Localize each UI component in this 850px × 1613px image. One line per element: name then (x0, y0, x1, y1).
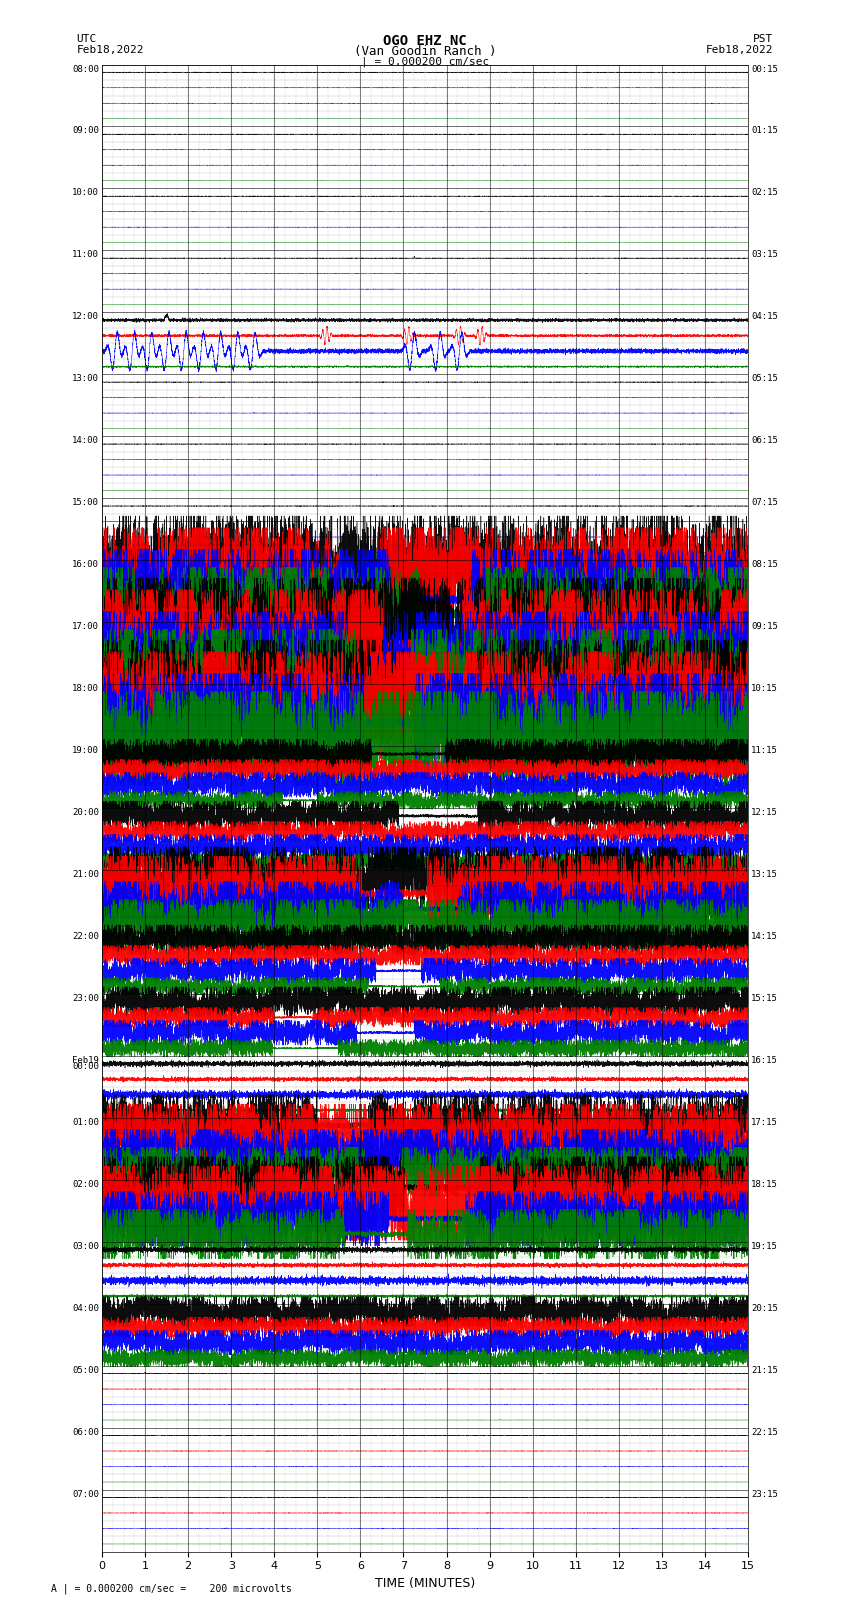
Text: OGO EHZ NC: OGO EHZ NC (383, 34, 467, 48)
Text: 05:00: 05:00 (72, 1366, 99, 1374)
Text: 13:15: 13:15 (751, 869, 778, 879)
Text: 16:15: 16:15 (751, 1057, 778, 1065)
Text: 09:00: 09:00 (72, 126, 99, 135)
Text: 19:00: 19:00 (72, 747, 99, 755)
Text: 18:15: 18:15 (751, 1181, 778, 1189)
Text: 10:15: 10:15 (751, 684, 778, 694)
Text: 06:00: 06:00 (72, 1428, 99, 1437)
Text: 21:00: 21:00 (72, 869, 99, 879)
Text: 20:00: 20:00 (72, 808, 99, 818)
Text: 00:15: 00:15 (751, 65, 778, 74)
Text: Feb18,2022: Feb18,2022 (706, 45, 774, 55)
Text: 14:15: 14:15 (751, 932, 778, 940)
Text: 04:15: 04:15 (751, 313, 778, 321)
Text: 01:15: 01:15 (751, 126, 778, 135)
Text: | = 0.000200 cm/sec: | = 0.000200 cm/sec (361, 56, 489, 68)
Text: 06:15: 06:15 (751, 436, 778, 445)
Text: 04:00: 04:00 (72, 1303, 99, 1313)
Text: 07:15: 07:15 (751, 498, 778, 506)
Text: 02:00: 02:00 (72, 1181, 99, 1189)
Text: 03:15: 03:15 (751, 250, 778, 260)
X-axis label: TIME (MINUTES): TIME (MINUTES) (375, 1578, 475, 1590)
Text: 22:15: 22:15 (751, 1428, 778, 1437)
Text: 12:15: 12:15 (751, 808, 778, 818)
Text: 22:00: 22:00 (72, 932, 99, 940)
Text: 07:00: 07:00 (72, 1490, 99, 1498)
Text: 11:15: 11:15 (751, 747, 778, 755)
Text: UTC: UTC (76, 34, 97, 44)
Text: 02:15: 02:15 (751, 189, 778, 197)
Text: 16:00: 16:00 (72, 560, 99, 569)
Text: 08:00: 08:00 (72, 65, 99, 74)
Text: 14:00: 14:00 (72, 436, 99, 445)
Text: 09:15: 09:15 (751, 623, 778, 631)
Text: 08:15: 08:15 (751, 560, 778, 569)
Text: Feb19: Feb19 (72, 1057, 99, 1065)
Text: (Van Goodin Ranch ): (Van Goodin Ranch ) (354, 45, 496, 58)
Text: 19:15: 19:15 (751, 1242, 778, 1250)
Text: 15:15: 15:15 (751, 994, 778, 1003)
Text: 11:00: 11:00 (72, 250, 99, 260)
Text: 20:15: 20:15 (751, 1303, 778, 1313)
Text: 12:00: 12:00 (72, 313, 99, 321)
Text: PST: PST (753, 34, 774, 44)
Text: 10:00: 10:00 (72, 189, 99, 197)
Text: A | = 0.000200 cm/sec =    200 microvolts: A | = 0.000200 cm/sec = 200 microvolts (51, 1582, 292, 1594)
Text: 23:15: 23:15 (751, 1490, 778, 1498)
Text: 18:00: 18:00 (72, 684, 99, 694)
Text: 21:15: 21:15 (751, 1366, 778, 1374)
Text: 23:00: 23:00 (72, 994, 99, 1003)
Text: 00:00: 00:00 (72, 1061, 99, 1071)
Text: 17:15: 17:15 (751, 1118, 778, 1127)
Text: 13:00: 13:00 (72, 374, 99, 384)
Text: 03:00: 03:00 (72, 1242, 99, 1250)
Text: 15:00: 15:00 (72, 498, 99, 506)
Text: Feb18,2022: Feb18,2022 (76, 45, 144, 55)
Text: 05:15: 05:15 (751, 374, 778, 384)
Text: 17:00: 17:00 (72, 623, 99, 631)
Text: 01:00: 01:00 (72, 1118, 99, 1127)
